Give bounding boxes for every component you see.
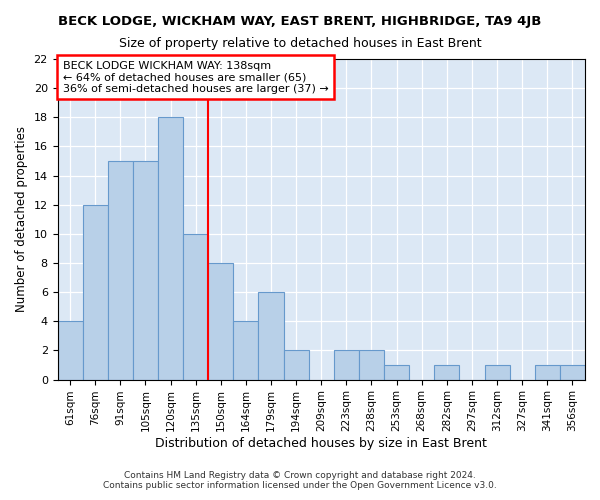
Text: Size of property relative to detached houses in East Brent: Size of property relative to detached ho… bbox=[119, 38, 481, 51]
Bar bbox=[183, 234, 208, 380]
Bar bbox=[259, 292, 284, 380]
Text: Contains HM Land Registry data © Crown copyright and database right 2024.
Contai: Contains HM Land Registry data © Crown c… bbox=[103, 470, 497, 490]
Bar bbox=[208, 263, 233, 380]
Bar bbox=[560, 365, 585, 380]
Text: BECK LODGE WICKHAM WAY: 138sqm
← 64% of detached houses are smaller (65)
36% of : BECK LODGE WICKHAM WAY: 138sqm ← 64% of … bbox=[63, 60, 329, 94]
Bar bbox=[83, 204, 108, 380]
Bar bbox=[284, 350, 309, 380]
Bar bbox=[384, 365, 409, 380]
Bar bbox=[485, 365, 509, 380]
Bar bbox=[158, 118, 183, 380]
Bar bbox=[334, 350, 359, 380]
Bar bbox=[233, 322, 259, 380]
Text: BECK LODGE, WICKHAM WAY, EAST BRENT, HIGHBRIDGE, TA9 4JB: BECK LODGE, WICKHAM WAY, EAST BRENT, HIG… bbox=[58, 15, 542, 28]
Bar bbox=[359, 350, 384, 380]
Y-axis label: Number of detached properties: Number of detached properties bbox=[15, 126, 28, 312]
Bar bbox=[535, 365, 560, 380]
Bar bbox=[58, 322, 83, 380]
Bar bbox=[133, 161, 158, 380]
X-axis label: Distribution of detached houses by size in East Brent: Distribution of detached houses by size … bbox=[155, 437, 487, 450]
Bar bbox=[108, 161, 133, 380]
Bar bbox=[434, 365, 460, 380]
